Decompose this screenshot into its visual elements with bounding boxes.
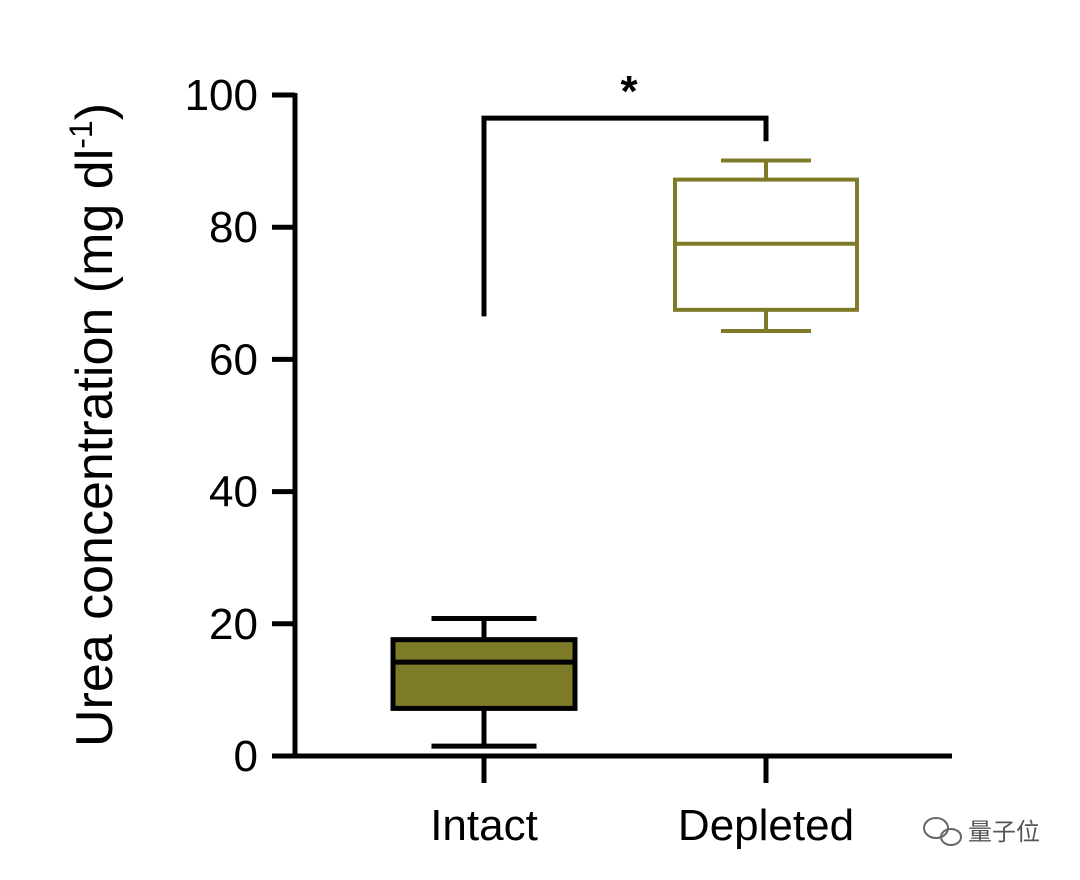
x-ticks: Intact Depleted	[430, 756, 854, 850]
axes	[292, 93, 952, 759]
y-ticks: 0 20 40 60 80 100	[185, 71, 295, 781]
y-axis-label: Urea concentration (mg dl-1)	[63, 103, 124, 747]
x-tick-label-0: Intact	[430, 801, 538, 850]
y-tick-label-4: 80	[209, 203, 258, 252]
y-tick-label-3: 60	[209, 335, 258, 384]
x-tick-label-1: Depleted	[678, 801, 854, 850]
y-axis-label-superscript: -1	[63, 120, 99, 148]
y-axis-label-close: )	[66, 103, 124, 120]
significance-label: *	[620, 67, 638, 116]
box-intact	[390, 616, 578, 749]
box-depleted	[673, 158, 859, 333]
significance-bracket: *	[481, 67, 769, 317]
y-tick-label-1: 20	[209, 600, 258, 649]
watermark-text: 量子位	[968, 818, 1040, 846]
watermark: 量子位	[923, 817, 1040, 846]
wechat-icon	[923, 817, 962, 846]
y-tick-label-2: 40	[209, 468, 258, 517]
significance-bracket-line	[481, 115, 769, 317]
y-tick-label-0: 0	[234, 732, 258, 781]
y-axis-label-main: Urea concentration (mg dl	[66, 149, 124, 747]
box-iqr	[390, 637, 578, 711]
boxes	[390, 158, 859, 749]
y-tick-label-5: 100	[185, 71, 258, 120]
